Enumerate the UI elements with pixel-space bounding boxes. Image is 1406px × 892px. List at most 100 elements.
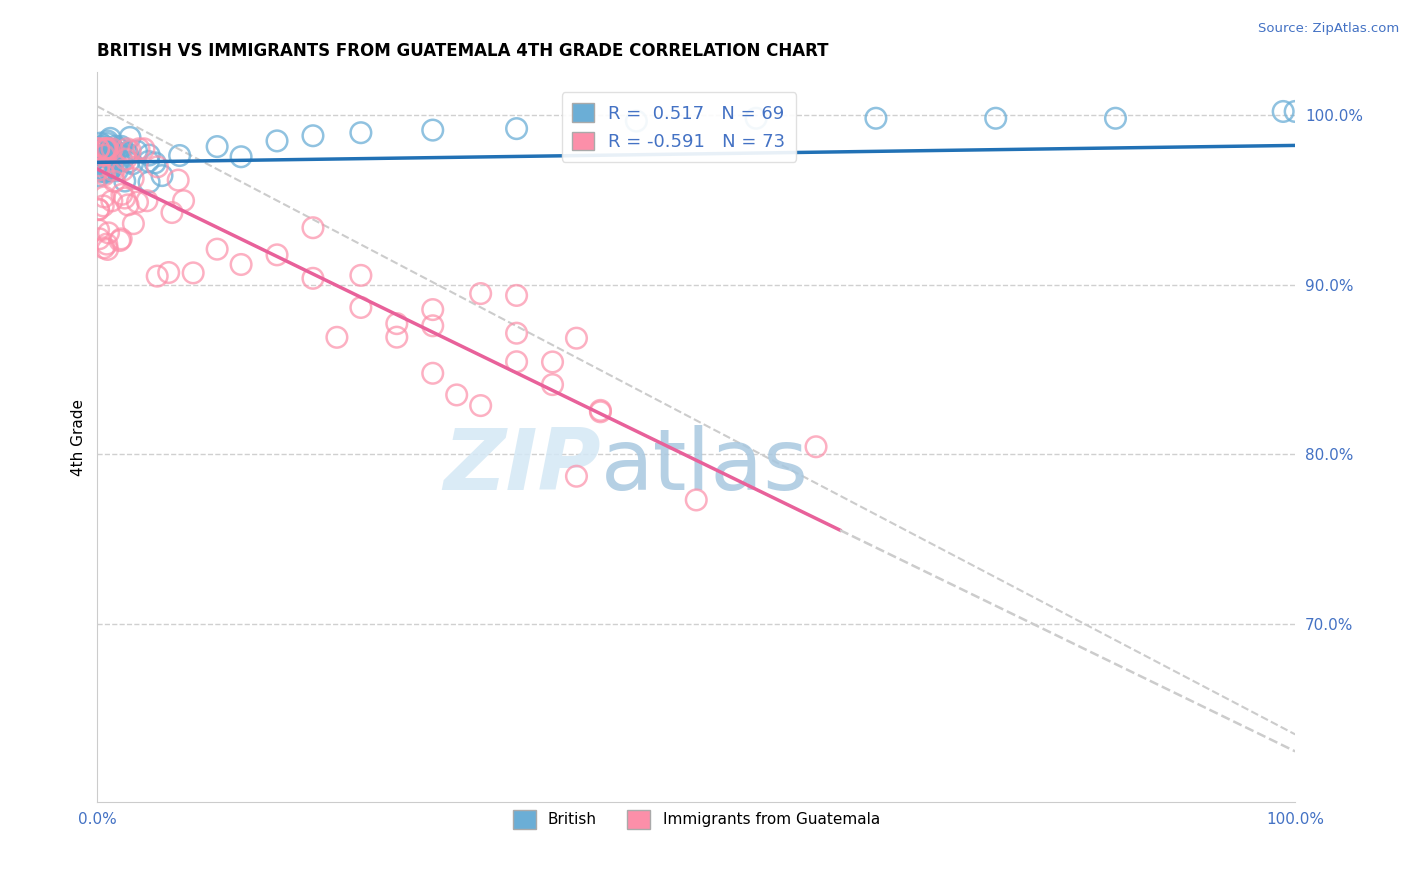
Point [93, 241, 115, 255]
Point [87, 142, 110, 156]
Point [111, 153, 134, 168]
Point [302, 271, 325, 285]
Point [103, 144, 125, 158]
Point [132, 142, 155, 156]
Point [89, 232, 111, 246]
Point [446, 388, 468, 402]
Point [93, 190, 115, 204]
Point [91, 199, 114, 213]
Point [589, 403, 612, 417]
Point [100, 152, 122, 166]
Point [101, 163, 124, 178]
Point [266, 134, 288, 148]
Point [385, 330, 408, 344]
Point [87, 202, 110, 217]
Point [470, 399, 492, 413]
Point [1272, 104, 1295, 119]
Point [422, 366, 444, 380]
Point [626, 114, 648, 128]
Point [87, 150, 110, 164]
Point [93, 148, 115, 162]
Point [108, 234, 131, 248]
Point [125, 144, 148, 158]
Point [87, 162, 110, 177]
Point [565, 331, 588, 345]
Point [97, 243, 120, 257]
Point [143, 156, 166, 170]
Point [91, 155, 114, 169]
Point [385, 317, 408, 331]
Point [97, 163, 120, 178]
Point [470, 286, 492, 301]
Point [97, 134, 120, 148]
Point [138, 154, 160, 169]
Point [114, 149, 136, 163]
Point [326, 330, 349, 344]
Point [120, 144, 142, 158]
Point [101, 142, 124, 156]
Point [98, 149, 121, 163]
Point [229, 258, 252, 272]
Point [87, 154, 110, 169]
Point [96, 142, 118, 156]
Point [110, 139, 132, 153]
Point [93, 162, 115, 177]
Point [229, 150, 252, 164]
Point [422, 302, 444, 317]
Point [96, 237, 118, 252]
Point [541, 377, 564, 392]
Point [118, 154, 141, 169]
Point [111, 163, 134, 178]
Point [97, 142, 120, 156]
Point [127, 195, 149, 210]
Point [167, 173, 190, 187]
Point [87, 159, 110, 173]
Point [150, 169, 173, 183]
Point [87, 169, 110, 183]
Point [98, 131, 121, 145]
Point [97, 226, 120, 240]
Point [350, 301, 373, 315]
Point [1284, 104, 1306, 119]
Point [157, 266, 180, 280]
Point [122, 217, 145, 231]
Point [104, 139, 127, 153]
Point [114, 152, 136, 166]
Point [103, 149, 125, 163]
Point [146, 160, 169, 174]
Point [117, 146, 139, 161]
Point [93, 139, 115, 153]
Legend: British, Immigrants from Guatemala: British, Immigrants from Guatemala [506, 804, 886, 835]
Point [101, 152, 124, 166]
Text: Source: ZipAtlas.com: Source: ZipAtlas.com [1258, 22, 1399, 36]
Point [94, 142, 117, 156]
Point [122, 171, 145, 186]
Point [87, 142, 110, 156]
Point [1104, 112, 1126, 126]
Point [110, 142, 132, 156]
Point [984, 112, 1007, 126]
Point [91, 145, 114, 159]
Point [505, 355, 527, 369]
Point [114, 174, 136, 188]
Point [110, 232, 132, 246]
Point [505, 288, 527, 302]
Text: atlas: atlas [600, 425, 808, 508]
Point [169, 148, 191, 162]
Point [205, 242, 228, 256]
Point [96, 136, 118, 151]
Point [94, 149, 117, 163]
Point [91, 165, 114, 179]
Point [118, 130, 141, 145]
Point [103, 174, 125, 188]
Point [350, 126, 373, 140]
Point [115, 142, 138, 156]
Point [173, 194, 195, 208]
Point [745, 112, 768, 126]
Point [98, 144, 121, 158]
Point [96, 145, 118, 160]
Point [105, 163, 128, 178]
Point [114, 191, 136, 205]
Point [565, 469, 588, 483]
Point [108, 153, 131, 168]
